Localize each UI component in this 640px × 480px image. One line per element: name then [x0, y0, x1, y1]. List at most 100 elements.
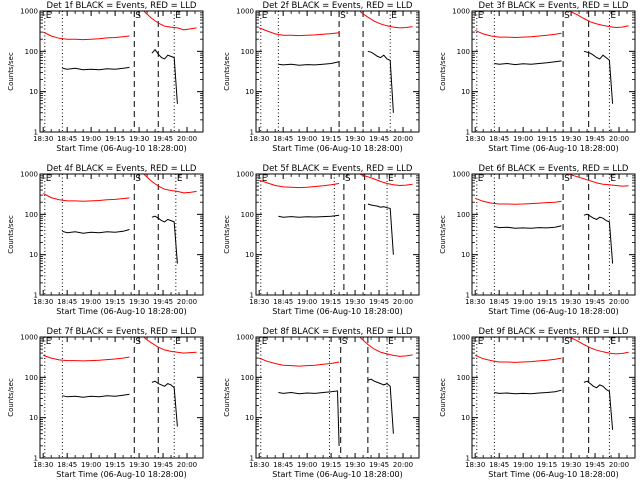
marker-label: E — [610, 337, 616, 347]
panel-4: Det 4f BLACK = Events, RED = LLD Counts/s… — [7, 164, 204, 316]
marker-label: E — [175, 11, 181, 21]
events-series-line — [494, 60, 562, 66]
panel-title: Det 7f BLACK = Events, RED = LLD — [47, 327, 197, 337]
marker-label: E — [610, 11, 616, 21]
panel-9: Det 9f BLACK = Events, RED = LLD Counts/s… — [439, 327, 636, 479]
lld-series-line — [143, 173, 197, 194]
x-axis-label: Start Time (06-Aug-10 18:28:00) — [488, 307, 619, 316]
marker-label: S — [564, 174, 570, 184]
marker-label: E — [388, 174, 394, 184]
x-tick-label: 20:00 — [177, 461, 197, 469]
y-tick-label: 100 — [241, 374, 254, 382]
y-tick-label: 1 — [466, 129, 470, 137]
x-tick-label: 19:45 — [153, 461, 173, 469]
y-tick-label: 10 — [245, 414, 254, 422]
marker-label: S — [564, 337, 570, 347]
events-series-line — [367, 203, 394, 255]
x-tick-label: 19:00 — [297, 461, 317, 469]
x-tick-label: 20:00 — [609, 298, 629, 306]
marker-label: S — [135, 337, 141, 347]
marker-label: S — [135, 11, 141, 21]
y-tick-label: 1000 — [236, 8, 254, 16]
x-tick-label: 19:45 — [369, 298, 389, 306]
panel-title: Det 5f BLACK = Events, RED = LLD — [263, 164, 413, 174]
events-series-line — [62, 66, 130, 71]
x-tick-label: 18:30 — [33, 298, 53, 306]
y-tick-label: 10 — [461, 88, 470, 96]
lld-series-line — [359, 173, 413, 187]
y-axis-label: Counts/sec — [7, 52, 15, 91]
plot-frame — [471, 10, 636, 133]
events-series-line — [494, 389, 562, 395]
x-tick-label: 18:30 — [465, 135, 485, 143]
marker-label: E — [46, 174, 52, 184]
panel-title: Det 1f BLACK = Events, RED = LLD — [47, 1, 197, 11]
y-tick-label: 1 — [250, 455, 254, 463]
x-tick-label: 18:30 — [33, 461, 53, 469]
x-tick-label: 20:00 — [393, 298, 413, 306]
x-tick-label: 18:30 — [465, 461, 485, 469]
panel-7: Det 7f BLACK = Events, RED = LLD Counts/s… — [7, 327, 204, 479]
panel-title: Det 9f BLACK = Events, RED = LLD — [479, 327, 629, 337]
x-tick-label: 19:30 — [129, 298, 149, 306]
x-tick-label: 19:30 — [345, 461, 365, 469]
x-tick-label: 18:30 — [465, 298, 485, 306]
x-tick-label: 18:45 — [489, 298, 509, 306]
panel-6: Det 6f BLACK = Events, RED = LLD Counts/s… — [439, 164, 636, 316]
events-series-line — [278, 390, 340, 446]
events-series-line — [278, 214, 340, 218]
marker-label: E — [262, 337, 268, 347]
x-axis-label: Start Time (06-Aug-10 18:28:00) — [272, 307, 403, 316]
marker-label: E — [478, 11, 484, 21]
lld-series-line — [259, 179, 340, 189]
lld-series-line — [259, 357, 340, 367]
y-tick-label: 1 — [466, 455, 470, 463]
y-tick-label: 1 — [34, 292, 38, 300]
y-tick-label: 1 — [34, 455, 38, 463]
x-tick-label: 19:45 — [585, 135, 605, 143]
plot-frame — [255, 336, 420, 459]
x-tick-label: 18:45 — [57, 135, 77, 143]
lld-series-line — [143, 336, 197, 354]
panel-8: Det 8f BLACK = Events, RED = LLD Counts/s… — [223, 327, 420, 479]
events-series-line — [583, 380, 614, 430]
events-series-line — [583, 213, 614, 264]
events-series-line — [151, 48, 178, 104]
x-tick-label: 18:45 — [489, 461, 509, 469]
x-tick-label: 18:45 — [273, 461, 293, 469]
marker-label: E — [610, 174, 616, 184]
lld-series-line — [42, 192, 130, 202]
events-series-line — [62, 229, 130, 234]
lld-series-line — [42, 31, 130, 41]
events-series-line — [151, 380, 178, 427]
x-tick-label: 20:00 — [177, 298, 197, 306]
y-tick-label: 1 — [250, 292, 254, 300]
lld-series-line — [567, 10, 629, 29]
x-tick-label: 18:45 — [273, 298, 293, 306]
marker-label: S — [564, 11, 570, 21]
events-series-line — [151, 215, 178, 264]
panel-title: Det 8f BLACK = Events, RED = LLD — [263, 327, 413, 337]
x-tick-label: 19:30 — [345, 298, 365, 306]
x-tick-label: 19:45 — [585, 461, 605, 469]
x-tick-label: 19:30 — [561, 298, 581, 306]
y-axis-label: Counts/sec — [223, 52, 231, 91]
marker-label: E — [478, 174, 484, 184]
y-tick-label: 100 — [457, 374, 470, 382]
x-tick-label: 19:30 — [561, 461, 581, 469]
x-tick-label: 18:30 — [249, 298, 269, 306]
events-series-line — [62, 393, 130, 398]
lld-series-line — [567, 336, 629, 355]
lld-series-line — [359, 10, 413, 29]
x-axis-label: Start Time (06-Aug-10 18:28:00) — [56, 307, 187, 316]
plot-frame — [255, 173, 420, 296]
x-tick-label: 19:30 — [129, 461, 149, 469]
y-tick-label: 10 — [245, 88, 254, 96]
y-axis-label: Counts/sec — [223, 378, 231, 417]
y-tick-label: 1000 — [20, 334, 38, 342]
x-tick-label: 19:00 — [513, 298, 533, 306]
x-tick-label: 19:45 — [153, 135, 173, 143]
y-axis-label: Counts/sec — [7, 215, 15, 254]
events-series-line — [367, 378, 394, 434]
